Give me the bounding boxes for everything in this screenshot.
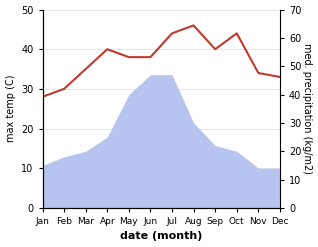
Y-axis label: med. precipitation (kg/m2): med. precipitation (kg/m2): [302, 43, 313, 174]
X-axis label: date (month): date (month): [120, 231, 203, 242]
Y-axis label: max temp (C): max temp (C): [5, 75, 16, 143]
